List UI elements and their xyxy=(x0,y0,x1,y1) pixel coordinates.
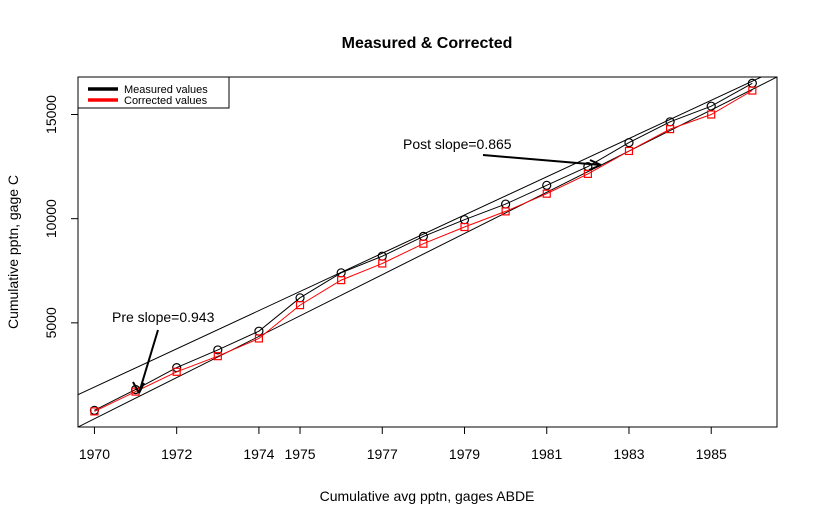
series-line-0 xyxy=(94,82,753,411)
point-corrected xyxy=(295,301,305,310)
point-measured xyxy=(747,78,757,88)
point-corrected xyxy=(542,189,551,198)
point-measured xyxy=(213,345,223,355)
point-corrected xyxy=(378,259,387,268)
y-axis-title: Cumulative pptn, gage C xyxy=(5,175,21,329)
point-corrected xyxy=(90,407,99,416)
annotations: Pre slope=0.943 Post slope=0.865 xyxy=(112,136,602,394)
legend-box xyxy=(77,76,230,109)
y-tick-label: 5000 xyxy=(43,307,59,338)
annotation-post-arrowhead xyxy=(588,159,602,171)
point-corrected xyxy=(583,169,592,178)
point-measured xyxy=(706,101,716,111)
point-corrected xyxy=(460,222,469,232)
x-tick-label: 1972 xyxy=(161,446,192,462)
x-tick-label: 1974 xyxy=(243,446,274,462)
chart-title: Measured & Corrected xyxy=(342,35,513,52)
x-tick-label: 1975 xyxy=(284,446,315,462)
x-tick-label: 1977 xyxy=(367,446,398,462)
point-corrected xyxy=(748,86,757,95)
annotation-pre-slope: Pre slope=0.943 xyxy=(112,309,215,325)
x-tick-label: 1979 xyxy=(449,446,480,462)
point-corrected xyxy=(337,276,346,285)
annotation-post-slope: Post slope=0.865 xyxy=(403,136,512,152)
point-corrected xyxy=(707,110,716,119)
legend-label-corrected: Corrected values xyxy=(124,95,208,107)
y-tick-label: 15000 xyxy=(43,95,59,134)
point-corrected xyxy=(419,239,428,248)
annotation-post-arrow xyxy=(482,154,602,166)
fit-line-1 xyxy=(78,77,777,427)
point-corrected xyxy=(213,352,222,361)
point-corrected xyxy=(254,334,264,343)
fit-line-0 xyxy=(78,77,763,396)
legend-label-measured: Measured values xyxy=(124,84,208,96)
point-corrected xyxy=(172,367,181,376)
point-measured xyxy=(624,138,634,148)
y-tick-label: 10000 xyxy=(43,199,59,238)
point-corrected xyxy=(665,124,675,134)
plot-frame xyxy=(77,76,778,428)
x-tick-label: 1983 xyxy=(613,446,644,462)
point-measured xyxy=(542,180,552,190)
x-axis-title: Cumulative avg pptn, gages ABDE xyxy=(320,488,535,504)
point-corrected xyxy=(501,207,510,216)
annotation-pre-arrow xyxy=(138,329,159,394)
legend: Measured values Corrected values xyxy=(77,76,230,109)
x-tick-label: 1981 xyxy=(531,446,562,462)
annotation-pre-arrowhead xyxy=(132,381,145,394)
point-corrected xyxy=(624,146,634,156)
x-tick-label: 1970 xyxy=(79,446,110,462)
x-tick-label: 1985 xyxy=(696,446,727,462)
series-line-1 xyxy=(94,90,753,412)
